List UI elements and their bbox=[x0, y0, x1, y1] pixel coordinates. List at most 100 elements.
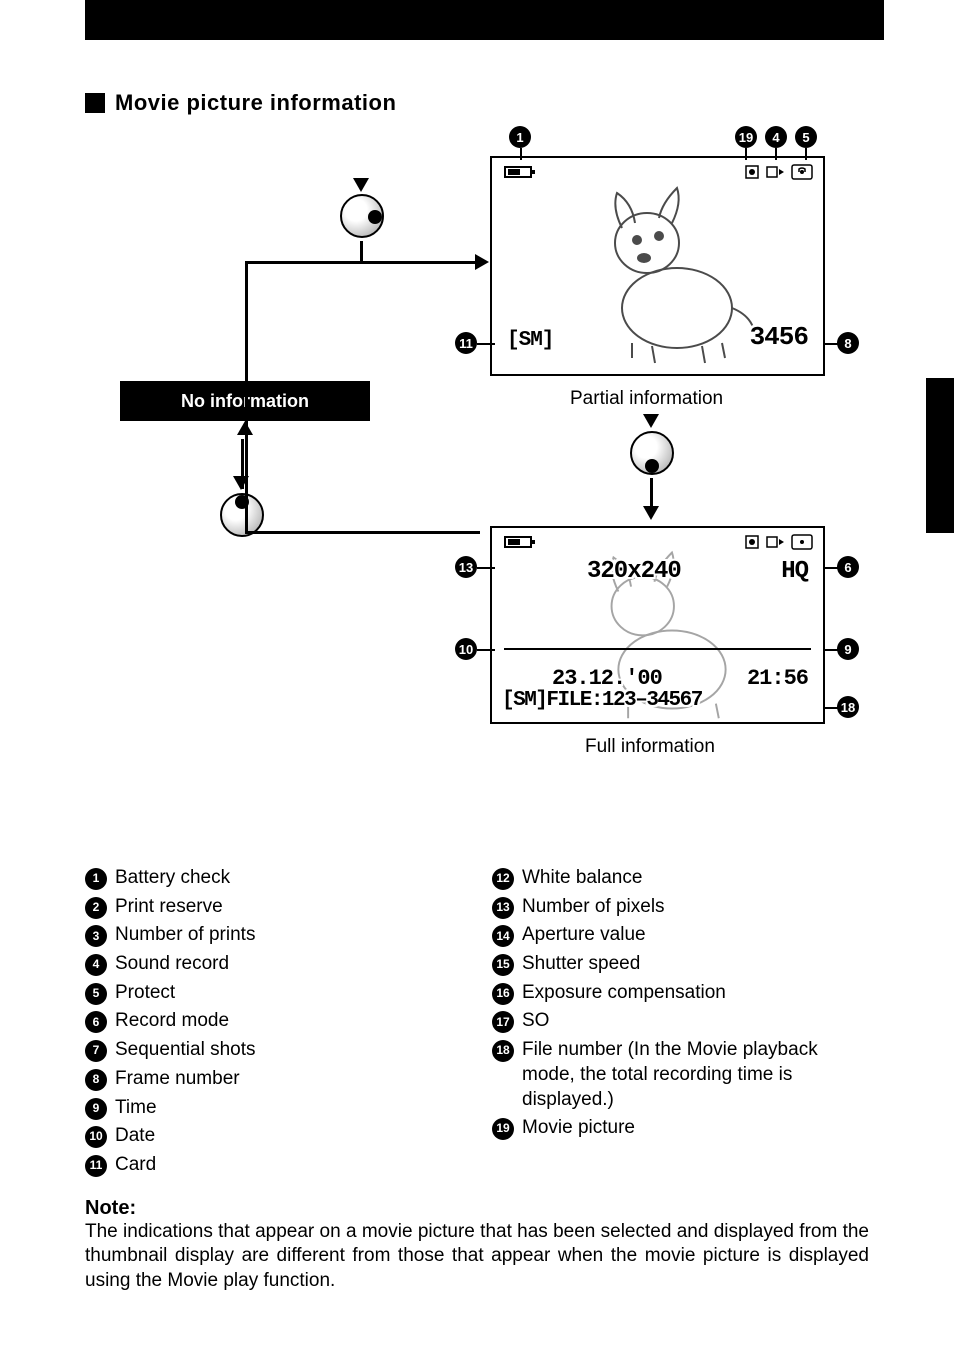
num-11: 11 bbox=[85, 1155, 107, 1177]
legend-text: Aperture value bbox=[522, 923, 646, 948]
legend-text: Shutter speed bbox=[522, 952, 640, 977]
protect-icon bbox=[791, 164, 813, 180]
legend-text: White balance bbox=[522, 866, 642, 891]
num-14: 14 bbox=[492, 925, 514, 947]
arrowhead bbox=[353, 178, 369, 192]
heading-bullet bbox=[85, 93, 105, 113]
heading-text: Movie picture information bbox=[115, 90, 396, 116]
callout-4: 4 bbox=[765, 126, 787, 148]
legend-item-9: 9 Time bbox=[85, 1096, 462, 1121]
arrowhead bbox=[643, 414, 659, 428]
legend-text: Print reserve bbox=[115, 895, 223, 920]
full-information-label: Full information bbox=[585, 736, 715, 758]
connector bbox=[360, 241, 363, 263]
legend: 1 Battery check 2Print reserve 3 Number of… bbox=[85, 866, 869, 1182]
callout-line bbox=[477, 649, 495, 651]
battery-icon-full bbox=[504, 536, 532, 548]
legend-item-2: 2Print reserve bbox=[85, 895, 462, 920]
arrowhead bbox=[643, 506, 659, 520]
arrowhead bbox=[475, 254, 489, 270]
legend-right-col: 12 White balance 13Number of pixels 14 Ape… bbox=[492, 866, 869, 1182]
page-content: Movie picture information No information… bbox=[0, 40, 954, 1344]
partial-information-label: Partial information bbox=[570, 388, 723, 410]
num-16: 16 bbox=[492, 983, 514, 1005]
legend-item-4: 4 Sound record bbox=[85, 952, 462, 977]
legend-text: Sequential shots bbox=[115, 1038, 256, 1063]
divider-line bbox=[504, 648, 811, 650]
legend-item-15: 15 Shutter speed bbox=[492, 952, 869, 977]
date-label: 23.12.'00 bbox=[552, 666, 662, 691]
legend-item-1: 1 Battery check bbox=[85, 866, 462, 891]
num-17: 17 bbox=[492, 1011, 514, 1033]
battery-icon bbox=[504, 166, 532, 178]
connector bbox=[245, 261, 248, 531]
callout-line bbox=[520, 148, 522, 160]
num-10: 10 bbox=[85, 1126, 107, 1148]
num-9: 9 bbox=[85, 1098, 107, 1120]
legend-left-col: 1 Battery check 2Print reserve 3 Number of… bbox=[85, 866, 462, 1182]
arrowhead bbox=[237, 421, 253, 435]
callout-8: 8 bbox=[837, 332, 859, 354]
callout-6: 6 bbox=[837, 556, 859, 578]
joystick-down bbox=[630, 431, 674, 475]
note-heading: Note: bbox=[85, 1197, 869, 1220]
legend-item-14: 14 Aperture value bbox=[492, 923, 869, 948]
num-5: 5 bbox=[85, 983, 107, 1005]
callout-19: 19 bbox=[735, 126, 757, 148]
num-19: 19 bbox=[492, 1118, 514, 1140]
legend-text: Frame number bbox=[115, 1067, 240, 1092]
legend-text: File number (In the Movie playback mode,… bbox=[522, 1038, 869, 1112]
full-screen: 320x240 HQ 23.12.'00 21:56 [SM]FILE:123–… bbox=[490, 526, 825, 724]
num-8: 8 bbox=[85, 1069, 107, 1091]
callout-5: 5 bbox=[795, 126, 817, 148]
callout-10: 10 bbox=[455, 638, 477, 660]
sm-label: [SM] bbox=[507, 329, 553, 352]
callout-line bbox=[745, 148, 747, 160]
note-text: The indications that appear on a movie p… bbox=[85, 1220, 869, 1294]
legend-text: Movie picture bbox=[522, 1116, 635, 1141]
callout-line bbox=[477, 343, 495, 345]
connector bbox=[245, 261, 480, 264]
legend-item-7: 7Sequential shots bbox=[85, 1038, 462, 1063]
file-line: [SM]FILE:123–34567 bbox=[502, 689, 702, 712]
section-heading: Movie picture information bbox=[85, 90, 869, 116]
legend-text: Date bbox=[115, 1124, 155, 1149]
frame-number: 3456 bbox=[750, 322, 808, 352]
num-18: 18 bbox=[492, 1040, 514, 1062]
legend-item-6: 6Record mode bbox=[85, 1009, 462, 1034]
legend-text: SO bbox=[522, 1009, 549, 1034]
connector bbox=[241, 439, 244, 489]
time-label: 21:56 bbox=[747, 666, 808, 691]
legend-text: Battery check bbox=[115, 866, 230, 891]
legend-item-11: 11 Card bbox=[85, 1153, 462, 1178]
legend-text: Time bbox=[115, 1096, 157, 1121]
legend-item-17: 17 SO bbox=[492, 1009, 869, 1034]
callout-line bbox=[477, 567, 495, 569]
legend-text: Sound record bbox=[115, 952, 229, 977]
legend-item-19: 19 Movie picture bbox=[492, 1116, 869, 1141]
callout-line bbox=[823, 707, 838, 709]
connector bbox=[245, 531, 480, 534]
num-4: 4 bbox=[85, 954, 107, 976]
num-3: 3 bbox=[85, 925, 107, 947]
callout-line bbox=[805, 148, 807, 160]
hq-label: HQ bbox=[781, 558, 808, 585]
callout-1: 1 bbox=[509, 126, 531, 148]
num-15: 15 bbox=[492, 954, 514, 976]
num-12: 12 bbox=[492, 868, 514, 890]
joystick-right bbox=[340, 194, 384, 238]
legend-item-12: 12 White balance bbox=[492, 866, 869, 891]
partial-screen: [SM] 3456 bbox=[490, 156, 825, 376]
legend-item-13: 13Number of pixels bbox=[492, 895, 869, 920]
legend-item-18: 18 File number (In the Movie playback mod… bbox=[492, 1038, 869, 1112]
legend-item-10: 10 Date bbox=[85, 1124, 462, 1149]
protect-icon bbox=[791, 534, 813, 550]
legend-text: Number of prints bbox=[115, 923, 255, 948]
legend-text: Card bbox=[115, 1153, 156, 1178]
legend-text: Number of pixels bbox=[522, 895, 665, 920]
legend-text: Exposure compensation bbox=[522, 981, 726, 1006]
legend-item-16: 16 Exposure compensation bbox=[492, 981, 869, 1006]
num-1: 1 bbox=[85, 868, 107, 890]
callout-18: 18 bbox=[837, 696, 859, 718]
callout-line bbox=[823, 567, 838, 569]
